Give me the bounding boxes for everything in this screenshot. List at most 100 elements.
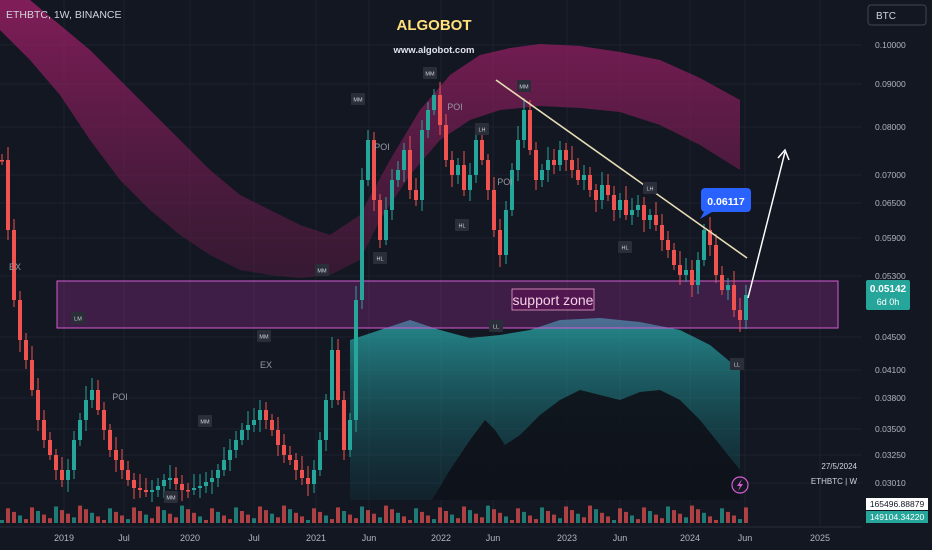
candle-body: [222, 460, 226, 470]
candle-body: [540, 170, 544, 180]
volume-bar: [18, 515, 22, 523]
currency-button[interactable]: [867, 4, 927, 26]
candle-body: [174, 478, 178, 484]
volume-bar: [102, 520, 106, 523]
volume-bar: [378, 517, 382, 523]
candle-body: [318, 440, 322, 470]
volume-badge-2: [866, 511, 928, 523]
candle-body: [48, 440, 52, 455]
support-zone-label-box: [511, 288, 595, 311]
volume-bar: [432, 519, 436, 523]
pivot-marker: [164, 491, 178, 503]
candle-body: [342, 400, 346, 450]
candle-body: [510, 170, 514, 210]
candle-body: [624, 200, 628, 215]
x-tick-label: 2024: [680, 533, 700, 543]
volume-bar: [732, 515, 736, 523]
volume-bar: [534, 519, 538, 523]
volume-bar: [714, 520, 718, 523]
pivot-label-lm: LM: [74, 317, 82, 323]
volume-bar: [282, 505, 286, 523]
candle-body: [72, 440, 76, 470]
candle-body: [252, 420, 256, 425]
price-callout: [701, 188, 751, 212]
candle-body: [384, 210, 388, 240]
pivot-label-hl: HL: [458, 224, 465, 230]
volume-bar: [138, 511, 142, 523]
volume-bar: [588, 505, 592, 523]
volume-bar: [156, 506, 160, 523]
pivot-label-mm: MM: [519, 85, 529, 91]
candle-body: [546, 160, 550, 170]
candle-body: [468, 175, 472, 190]
candle-body: [552, 160, 556, 165]
candle-body: [156, 486, 160, 490]
x-tick-label: 2019: [54, 533, 74, 543]
candle-body: [324, 400, 328, 440]
volume-bars: [0, 505, 748, 523]
volume-bar: [240, 511, 244, 523]
volume-bar: [702, 512, 706, 523]
pivot-label-ex: EX: [9, 262, 21, 272]
currency-button-label[interactable]: BTC: [876, 11, 896, 22]
candle-body: [570, 160, 574, 170]
volume-bar: [426, 515, 430, 523]
candle-body: [528, 110, 532, 150]
volume-bar: [708, 516, 712, 523]
volume-bar: [366, 510, 370, 523]
volume-bar: [354, 518, 358, 523]
candle-body: [744, 295, 748, 320]
candle-body: [450, 160, 454, 175]
volume-bar: [222, 515, 226, 523]
candle-body: [24, 340, 28, 360]
candle-body: [720, 275, 724, 290]
candle-body: [426, 110, 430, 130]
volume-bar: [162, 510, 166, 523]
x-tick-label: 2022: [431, 533, 451, 543]
candle-body: [600, 185, 604, 200]
candle-body: [0, 160, 4, 162]
volume-bar: [90, 512, 94, 523]
candle-body: [276, 430, 280, 445]
candle-body: [492, 190, 496, 230]
candle-body: [402, 150, 406, 170]
volume-bar: [342, 511, 346, 523]
candle-body: [300, 470, 304, 478]
volume-bar: [288, 509, 292, 523]
y-tick-label: 0.03010: [875, 478, 906, 488]
candle-body: [186, 490, 190, 492]
candle-body: [90, 390, 94, 400]
x-tick-label: 2025: [810, 533, 830, 543]
candle-body: [648, 215, 652, 220]
volume-bar: [666, 506, 670, 523]
candle-body: [210, 478, 214, 482]
price-callout-pointer: [700, 212, 712, 219]
upper-band: [0, 0, 740, 278]
candle-body: [396, 170, 400, 180]
volume-bar: [726, 511, 730, 523]
x-tick-label: Jun: [738, 533, 753, 543]
y-tick-label: 0.04500: [875, 332, 906, 342]
volume-bar: [114, 511, 118, 523]
pivot-marker: [489, 320, 503, 332]
volume-bar: [420, 511, 424, 523]
pivot-label-mm: MM: [166, 496, 176, 502]
volume-bar: [468, 510, 472, 523]
volume-bar: [324, 515, 328, 523]
candle-body: [684, 270, 688, 275]
volume-bar: [618, 508, 622, 523]
pivot-label-mm: MM: [200, 420, 210, 426]
candle-body: [678, 265, 682, 275]
candle-body: [462, 165, 466, 190]
candle-body: [144, 490, 148, 492]
volume-bar: [48, 518, 52, 523]
volume-bar: [30, 507, 34, 523]
volume-bar: [42, 514, 46, 523]
candle-body: [588, 175, 592, 190]
volume-bar: [6, 508, 10, 523]
volume-bar: [96, 516, 100, 523]
volume-bar: [594, 509, 598, 523]
arrow-head-icon: [777, 148, 790, 161]
lightning-icon[interactable]: [737, 479, 743, 491]
